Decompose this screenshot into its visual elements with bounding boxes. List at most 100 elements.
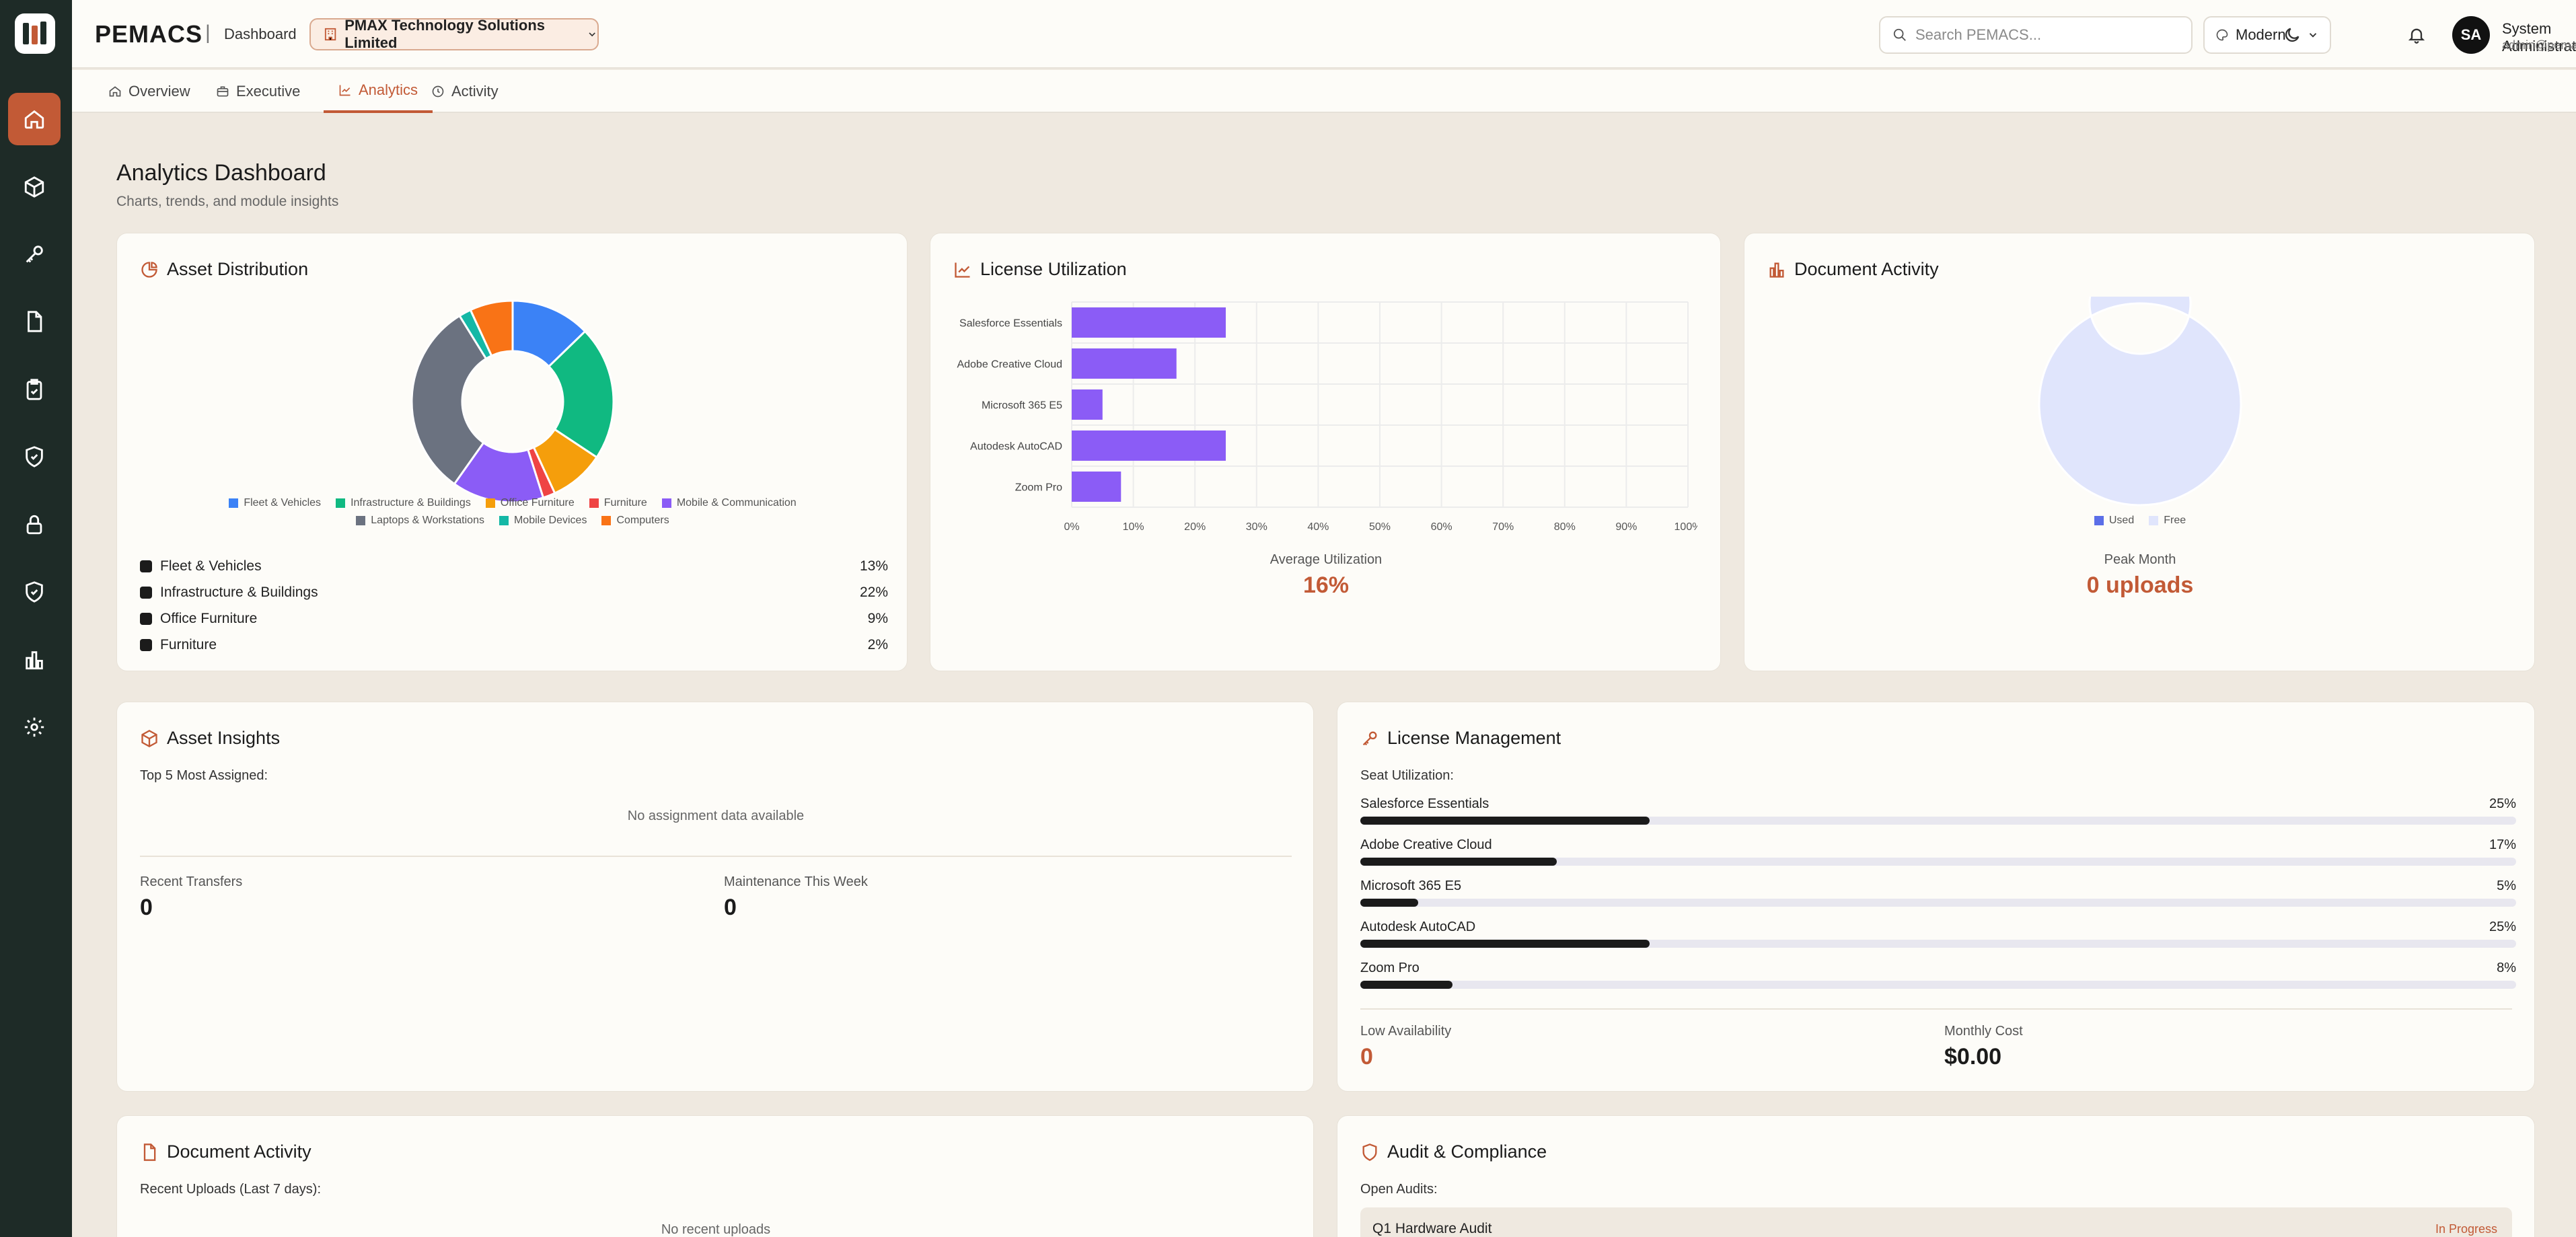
bar[interactable] [1072, 348, 1177, 379]
theme-select[interactable]: Modern [2203, 16, 2331, 54]
list-item: Furniture 2% [140, 635, 888, 655]
bar[interactable] [1072, 389, 1103, 420]
peak-month-label: Peak Month [2104, 552, 2176, 567]
search-box[interactable] [1879, 16, 2193, 54]
legend-item[interactable]: Computers [601, 515, 669, 527]
asset-distribution-slice[interactable] [547, 330, 615, 459]
legend-label: Mobile Devices [513, 515, 587, 526]
document-activity-chart-card: Document Activity Used Free Peak Month 0 … [1744, 233, 2535, 671]
seat-name: Microsoft 365 E5 [1360, 878, 1462, 893]
bar-chart-icon [26, 651, 43, 670]
seat-row: Autodesk AutoCAD 25% [1360, 920, 2516, 949]
bullet [140, 613, 152, 625]
legend-item[interactable]: Furniture [589, 497, 647, 509]
tab-executive[interactable]: Executive [216, 70, 300, 113]
monthly-cost-label: Monthly Cost [1944, 1024, 2023, 1039]
tab-analytics[interactable]: Analytics [324, 70, 433, 113]
asset-distribution-slice[interactable] [469, 299, 514, 357]
sidebar-item-audit[interactable] [8, 566, 61, 618]
sidebar-item-settings[interactable] [8, 701, 61, 753]
average-utilization-label: Average Utilization [1269, 552, 1383, 567]
organization-selector[interactable]: PMAX Technology Solutions Limited [309, 17, 599, 51]
license-utilization-card: License Utilization 0% 10% 20% 30% 40% 50% 60%… [930, 233, 1721, 671]
legend-item[interactable]: Office Furniture [485, 497, 575, 509]
legend-item[interactable]: Mobile Devices [499, 515, 587, 527]
card-title: Asset Insights [140, 728, 280, 749]
card-title: Document Activity [1767, 259, 1939, 280]
sidebar-item-reports[interactable] [8, 634, 61, 686]
sidebar-item-compliance[interactable] [8, 430, 61, 483]
sidebar-item-documents[interactable] [8, 295, 61, 348]
x-tick-label: 90% [1615, 521, 1637, 533]
progress-track [1360, 940, 2516, 948]
peak-month-value: 0 uploads [2086, 572, 2194, 598]
legend-item[interactable]: Free [2149, 515, 2186, 527]
progress-fill [1360, 940, 1650, 948]
sidebar [0, 0, 72, 1237]
recent-uploads-label: Recent Uploads (Last 7 days): [140, 1182, 322, 1197]
notifications-button[interactable] [2403, 22, 2430, 48]
sidebar-item-licenses[interactable] [8, 228, 61, 280]
sidebar-item-tasks[interactable] [8, 363, 61, 416]
chevron-down-icon [589, 32, 595, 37]
x-tick-label: 10% [1123, 521, 1144, 533]
divider [1360, 1008, 2512, 1010]
list-item: Infrastructure & Buildings 22% [140, 583, 888, 603]
sidebar-item-home[interactable] [8, 93, 61, 145]
card-title: Audit & Compliance [1360, 1141, 1547, 1162]
legend-label: Fleet & Vehicles [244, 497, 322, 509]
avatar[interactable]: SA [2452, 16, 2490, 54]
legend-swatch [336, 498, 346, 508]
tab-overview[interactable]: Overview [108, 70, 190, 113]
seat-name: Salesforce Essentials [1360, 796, 1489, 811]
seat-percent: 8% [2497, 961, 2516, 975]
seat-name: Adobe Creative Cloud [1360, 837, 1492, 852]
legend-item[interactable]: Used [2094, 515, 2134, 527]
card-title: License Management [1360, 728, 1561, 749]
sidebar-item-security[interactable] [8, 498, 61, 551]
building-icon [324, 28, 336, 41]
seat-name: Zoom Pro [1360, 961, 1420, 975]
legend-item[interactable]: Mobile & Communication [661, 497, 797, 509]
asset-distribution-slice[interactable] [410, 314, 488, 486]
bar-chart-icon [1769, 262, 1784, 278]
maintenance-value: 0 [724, 895, 737, 920]
bar[interactable] [1072, 307, 1226, 338]
app-logo[interactable] [15, 13, 55, 54]
trend-icon [339, 85, 351, 96]
audit-status-badge: In Progress [2435, 1222, 2497, 1236]
dark-mode-toggle[interactable] [2279, 22, 2306, 48]
seat-percent: 5% [2497, 878, 2516, 893]
pie-chart-icon [141, 261, 157, 278]
license-utilization-bar-chart: 0% 10% 20% 30% 40% 50% 60% 70% 80% 90% 100% Salesfo… [957, 301, 1697, 533]
list-item-label: Office Furniture [160, 611, 258, 626]
search-input[interactable] [1915, 26, 2184, 44]
legend-swatch [499, 516, 509, 525]
monthly-cost-value: $0.00 [1944, 1044, 2002, 1070]
legend-label: Infrastructure & Buildings [351, 497, 471, 509]
legend-item[interactable]: Fleet & Vehicles [229, 497, 321, 509]
bell-icon [2408, 28, 2425, 44]
audit-row[interactable]: Q1 Hardware Audit In Progress [1360, 1207, 2512, 1237]
tab-activity[interactable]: Activity [431, 70, 499, 113]
shield-icon [26, 581, 43, 603]
cube-icon [141, 729, 157, 747]
gear-icon [24, 717, 44, 737]
document-activity-slice[interactable] [2038, 297, 2242, 507]
seat-row: Adobe Creative Cloud 17% [1360, 837, 2516, 867]
sidebar-item-assets[interactable] [8, 161, 61, 213]
legend-swatch [2094, 516, 2104, 525]
legend-swatch [2149, 516, 2159, 525]
section-name: Dashboard [224, 26, 297, 42]
bar[interactable] [1072, 472, 1121, 502]
x-tick-label: 100% [1675, 521, 1697, 533]
legend-item[interactable]: Laptops & Workstations [356, 515, 484, 527]
recent-transfers-label: Recent Transfers [140, 874, 243, 889]
seat-name: Autodesk AutoCAD [1360, 920, 1476, 934]
legend-item[interactable]: Infrastructure & Buildings [336, 497, 471, 509]
asset-distribution-legend: Fleet & Vehicles Infrastructure & Buildin… [157, 497, 868, 527]
search-icon [1893, 28, 1906, 41]
bar[interactable] [1072, 430, 1226, 461]
list-item: Office Furniture 9% [140, 609, 888, 629]
organization-name: PMAX Technology Solutions Limited [344, 17, 546, 51]
